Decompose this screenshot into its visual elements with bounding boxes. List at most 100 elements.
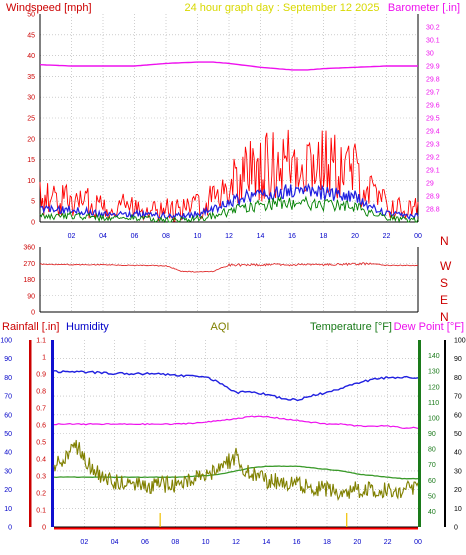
wind-y-tick-label: 20 [27,136,35,143]
barometer-y-tick-label: 29.5 [426,116,440,123]
dewpoint-y-tick-label: 50 [454,431,462,438]
wind-x-tick-label: 02 [68,233,76,240]
wind-y-tick-label: 5 [31,199,35,206]
temperature-line [53,465,419,480]
wind-y-tick-label: 30 [27,95,35,102]
wind-low-line [39,195,419,224]
compass-label-w: W [440,259,452,273]
compass-label-n: N [440,234,449,248]
wind-y-tick-label: 45 [27,32,35,39]
temperature-y-tick-label: 70 [428,462,436,469]
dewpoint-y-tick-label: 30 [454,468,462,475]
lower-x-tick-label: 00 [414,539,422,546]
dewpoint-y-tick-label: 60 [454,412,462,419]
humidity-y-tick-label: 70 [4,394,12,401]
rain-axis-bar [29,340,32,527]
lower-x-tick-label: 02 [80,539,88,546]
winddir-y-tick-label: 360 [23,245,35,252]
wind-x-tick-label: 22 [383,233,391,240]
humidity-line [54,370,419,402]
dewpoint-y-tick-label: 0 [454,525,458,532]
wind-x-tick-label: 16 [288,233,296,240]
barometer-label: Barometer [.in] [388,2,460,14]
humidity-y-tick-label: 50 [4,431,12,438]
barometer-y-tick-label: 30.2 [426,25,440,32]
windspeed-label: Windspeed [mph] [6,2,92,14]
temperature-y-tick-label: 100 [428,415,440,422]
rain-y-tick-label: 0.1 [36,508,46,515]
lower-x-tick-label: 08 [171,539,179,546]
wind-x-tick-label: 04 [99,233,107,240]
rain-y-tick-label: 1 [42,355,46,362]
windspeed-line [39,129,419,222]
winddir-y-tick-label: 180 [23,277,35,284]
winddir-y-tick-label: 90 [27,293,35,300]
lower-x-tick-label: 20 [353,539,361,546]
humidity-y-tick-label: 60 [4,412,12,419]
humidity-y-tick-label: 100 [0,338,12,345]
temperature-y-tick-label: 50 [428,493,436,500]
dewpoint-line [54,415,419,430]
rain-y-tick-label: 0.2 [36,491,46,498]
temperature-axis-bar [418,340,421,527]
compass-label-n: N [440,310,449,324]
temperature-y-tick-label: 60 [428,478,436,485]
wind-y-tick-label: 10 [27,178,35,185]
barometer-y-tick-label: 28.8 [426,207,440,214]
dewpoint-y-tick-label: 10 [454,506,462,513]
wind-y-tick-label: 25 [27,116,35,123]
dewpoint-y-tick-label: 40 [454,450,462,457]
dewpoint-label: Dew Point [°F] [394,321,464,333]
wind-x-tick-label: 06 [131,233,139,240]
humidity-y-tick-label: 30 [4,468,12,475]
wind-x-tick-label: 00 [414,233,422,240]
wind-x-tick-label: 10 [194,233,202,240]
rain-y-tick-label: 0.6 [36,423,46,430]
temperature-y-tick-label: 110 [428,400,439,407]
rain-y-tick-label: 0.8 [36,389,46,396]
dewpoint-y-tick-label: 20 [454,487,462,494]
dewpoint-axis-bar [444,340,446,527]
compass-label-e: E [440,293,448,307]
humidity-y-tick-label: 90 [4,356,12,363]
rain-y-tick-label: 0.7 [36,406,46,413]
temperature-y-tick-label: 40 [428,509,436,516]
temperature-label: Temperature [°F] [310,321,392,333]
barometer-y-tick-label: 29.7 [426,90,440,97]
graph-title: 24 hour graph day : September 12 2025 [184,2,379,14]
lower-x-tick-label: 04 [111,539,119,546]
wind-x-tick-label: 08 [162,233,170,240]
barometer-y-tick-label: 29.1 [426,168,440,175]
rain-y-tick-label: 1.1 [36,338,46,345]
barometer-y-tick-label: 29.2 [426,155,440,162]
wind-y-tick-label: 0 [31,220,35,227]
humidity-y-tick-label: 80 [4,375,12,382]
wind-y-tick-label: 40 [27,53,35,60]
dewpoint-y-tick-label: 90 [454,356,462,363]
wind-y-tick-label: 50 [27,12,35,19]
barometer-y-tick-label: 28.9 [426,194,440,201]
barometer-y-tick-label: 29.8 [426,77,440,84]
dewpoint-y-tick-label: 80 [454,375,462,382]
humidity-axis-bar [51,340,54,527]
dewpoint-y-tick-label: 70 [454,394,462,401]
dewpoint-y-tick-label: 100 [454,338,466,345]
humidity-y-tick-label: 0 [8,525,12,532]
lower-x-tick-label: 10 [202,539,210,546]
lower-x-tick-label: 22 [384,539,392,546]
aqi-line [53,439,419,502]
barometer-y-tick-label: 30.1 [426,38,440,45]
humidity-y-tick-label: 10 [4,506,12,513]
wind-x-tick-label: 18 [320,233,328,240]
winddir-line [39,262,419,273]
humidity-y-tick-label: 20 [4,487,12,494]
compass-label-s: S [440,276,448,290]
temperature-y-tick-label: 140 [428,353,440,360]
winddir-y-tick-label: 0 [31,310,35,317]
temperature-y-tick-label: 130 [428,369,440,376]
barometer-line [39,61,418,71]
rain-y-tick-label: 0.4 [36,457,46,464]
chart-layer: 02 04 06 08 10 12 14 16 18 20 22 000510152025303540… [0,12,465,547]
